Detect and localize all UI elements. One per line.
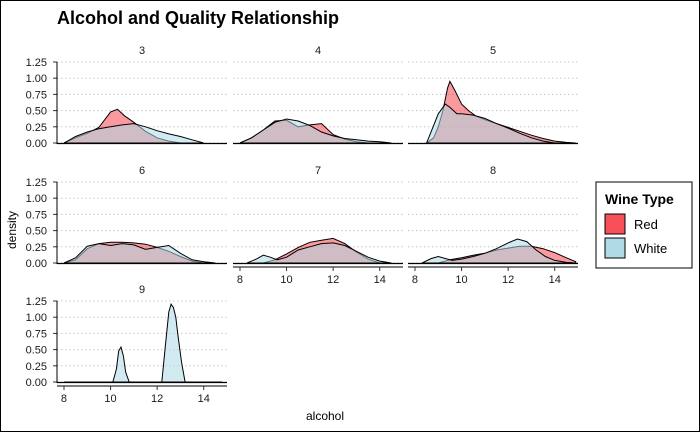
y-tick-label: 0.50	[26, 106, 47, 118]
legend-key-red	[604, 213, 626, 235]
y-tick-label: 0.00	[26, 258, 47, 270]
facet-panel-7: 7 8 10 12 14	[233, 165, 403, 286]
density-area-white	[421, 238, 576, 264]
density-area-white	[63, 243, 216, 264]
density-area-white	[246, 242, 392, 264]
x-tick-label: 12	[502, 274, 514, 286]
y-tick-label: 0.25	[26, 122, 47, 134]
legend-key-white	[604, 237, 626, 259]
y-tick-label: 0.75	[26, 328, 47, 340]
y-tick-label: 0.25	[26, 361, 47, 373]
density-area-white	[239, 118, 392, 144]
facet-panel-3: 3 0.00 0.25 0.50 0.75 1.00 1.25	[26, 45, 227, 150]
y-tick-label: 0.00	[26, 138, 47, 150]
x-tick-label: 14	[374, 274, 386, 286]
y-tick-label: 1.00	[26, 312, 47, 324]
y-tick-label: 0.75	[26, 209, 47, 221]
facet-strip-label: 9	[139, 284, 145, 296]
facet-strip-label: 3	[139, 45, 145, 57]
y-tick-label: 1.25	[26, 296, 47, 308]
density-area-white	[63, 303, 223, 383]
x-axis-label: alcohol	[306, 409, 344, 423]
legend-label-red: Red	[634, 217, 658, 232]
x-tick-label: 14	[549, 274, 561, 286]
facet-strip-label: 8	[490, 165, 496, 177]
y-tick-label: 0.75	[26, 89, 47, 101]
x-tick-label: 12	[151, 393, 163, 405]
facet-panel-5: 5	[408, 45, 578, 145]
facet-strip-label: 6	[139, 165, 145, 177]
x-tick-label: 8	[237, 274, 243, 286]
facet-panel-8: 8 8 10 12 14	[408, 165, 578, 286]
y-axis-label: density	[5, 211, 19, 249]
legend: Wine Type Red White	[595, 181, 693, 269]
facet-strip-label: 7	[315, 165, 321, 177]
legend-title: Wine Type	[605, 191, 674, 207]
facet-panels: 3 0.00 0.25 0.50 0.75 1.00 1.25 4 5 6 0.00 0.25 0.50…	[26, 45, 578, 405]
density-area-white	[425, 103, 555, 144]
x-tick-label: 8	[61, 393, 67, 405]
x-tick-label: 10	[455, 274, 467, 286]
y-tick-label: 0.25	[26, 242, 47, 254]
y-tick-label: 0.50	[26, 226, 47, 238]
facet-panel-6: 6 0.00 0.25 0.50 0.75 1.00 1.25	[26, 165, 227, 270]
facet-strip-label: 4	[315, 45, 321, 57]
facet-strip-label: 5	[490, 45, 496, 57]
y-tick-label: 1.25	[26, 177, 47, 189]
chart-title: Alcohol and Quality Relationship	[57, 8, 339, 28]
y-tick-label: 1.00	[26, 73, 47, 85]
x-tick-label: 8	[412, 274, 418, 286]
y-tick-label: 1.00	[26, 193, 47, 205]
x-tick-label: 12	[327, 274, 339, 286]
facet-panel-4: 4	[233, 45, 403, 145]
y-tick-label: 0.00	[26, 377, 47, 389]
y-tick-label: 1.25	[26, 57, 47, 69]
x-tick-label: 10	[104, 393, 116, 405]
facet-panel-9: 9 0.00 0.25 0.50 0.75 1.00 1.25 8 10 12 14	[26, 284, 227, 405]
legend-label-white: White	[634, 241, 667, 256]
x-tick-label: 10	[280, 274, 292, 286]
density-area-white	[63, 123, 204, 144]
x-tick-label: 14	[198, 393, 210, 405]
y-tick-label: 0.50	[26, 345, 47, 357]
